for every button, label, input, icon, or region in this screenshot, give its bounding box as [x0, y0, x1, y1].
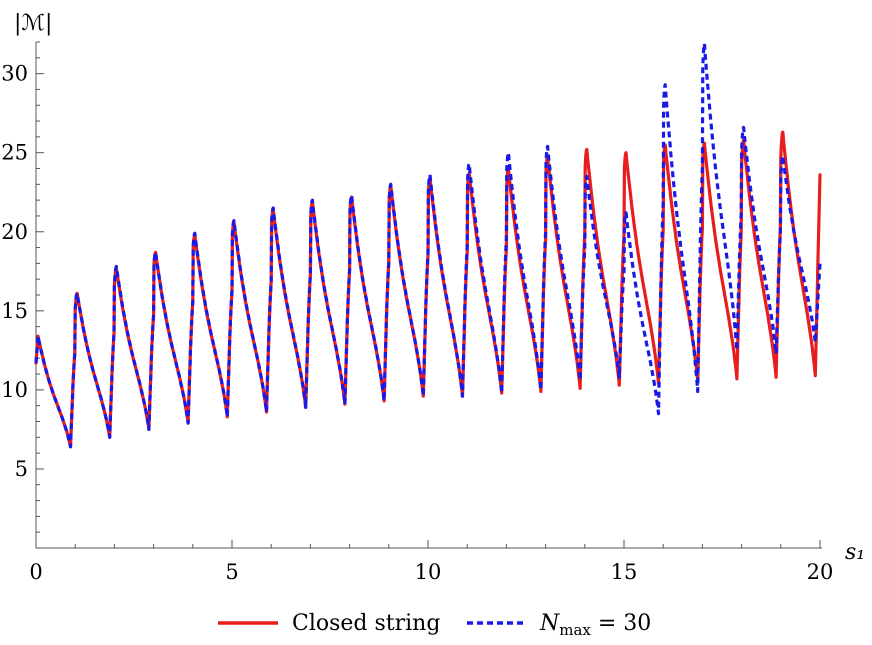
legend-nmax-rest: = 30 — [591, 611, 651, 636]
legend-nmax-base: N — [539, 611, 560, 636]
legend: Closed string Nmax = 30 — [218, 611, 651, 639]
legend-nmax-label: Nmax = 30 — [539, 611, 651, 639]
axis-labels: |ℳ| s₁ — [14, 11, 865, 565]
y-tick-label: 15 — [1, 299, 28, 323]
axes: 0 5 10 15 20 5 10 15 20 25 30 — [1, 41, 834, 584]
series-closed-string-line — [34, 130, 822, 449]
y-axis-label: |ℳ| — [14, 11, 52, 36]
x-tick-label: 10 — [415, 560, 442, 584]
series-nmax-30-line — [34, 42, 822, 449]
y-tick-label: 5 — [15, 457, 28, 481]
x-tick-label: 20 — [807, 560, 834, 584]
y-tick-label: 25 — [1, 141, 28, 165]
legend-closed-label: Closed string — [292, 611, 440, 636]
x-tick-label: 0 — [29, 560, 42, 584]
y-tick-label: 20 — [1, 220, 28, 244]
y-tick-label: 30 — [1, 62, 28, 86]
x-tick-label: 5 — [225, 560, 238, 584]
x-tick-label: 15 — [611, 560, 638, 584]
y-tick-label: 10 — [1, 378, 28, 402]
legend-nmax-sub: max — [559, 621, 591, 639]
x-axis-label: s₁ — [845, 540, 865, 565]
series-layer — [34, 42, 822, 449]
